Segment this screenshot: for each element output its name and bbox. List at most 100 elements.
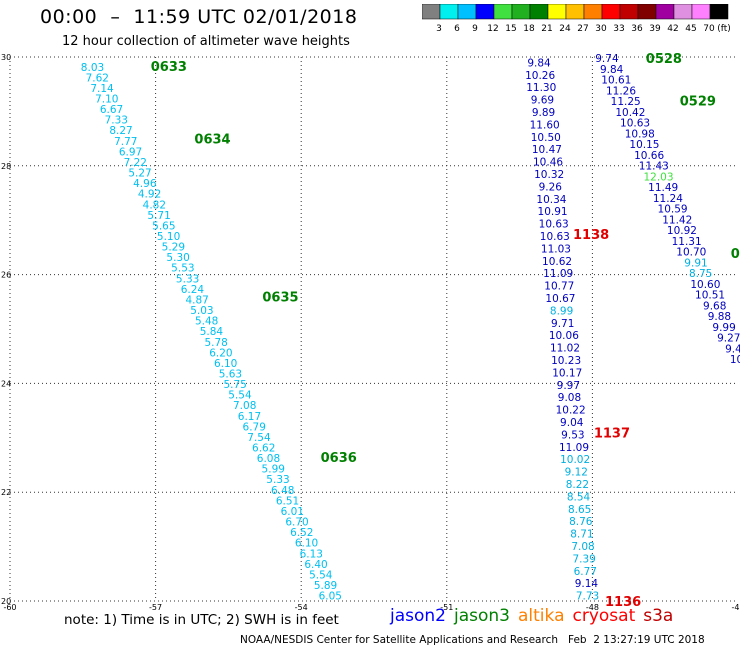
wave-height-value: 10.63 bbox=[540, 231, 570, 243]
colorbar-label: 42 bbox=[667, 24, 678, 34]
legend-entry-s3a: s3a bbox=[643, 606, 674, 626]
wave-height-value: 9.99 bbox=[712, 322, 735, 334]
wave-height-value: 6.05 bbox=[319, 591, 342, 603]
lon-tick-label: -60 bbox=[3, 603, 16, 612]
wave-height-value: 11.49 bbox=[648, 182, 678, 194]
wave-height-value: 10.17 bbox=[552, 367, 582, 379]
wave-height-value: 9.69 bbox=[531, 95, 554, 107]
wave-height-value: 6.13 bbox=[300, 548, 323, 560]
wave-height-value: 6.17 bbox=[238, 411, 261, 423]
wave-height-value: 5.29 bbox=[162, 242, 185, 254]
wave-height-value: 7.08 bbox=[233, 400, 256, 412]
wave-height-value: 8.76 bbox=[569, 516, 593, 528]
wave-height-value: 5.33 bbox=[266, 474, 289, 486]
wave-height-value: 5.63 bbox=[219, 368, 242, 380]
wave-height-value: 4.82 bbox=[143, 199, 166, 211]
pass-time-label: 0635 bbox=[262, 290, 298, 305]
wave-height-value: 11.03 bbox=[541, 243, 571, 255]
wave-height-value: 8.75 bbox=[689, 268, 712, 280]
colorbar-label: 70 bbox=[703, 24, 715, 34]
pass-time-label: 0634 bbox=[194, 133, 230, 148]
wave-height-value: 10.51 bbox=[695, 290, 725, 302]
lat-tick-label: 22 bbox=[1, 488, 11, 497]
pass-time-label: 1137 bbox=[594, 426, 630, 441]
wave-height-value: 5.54 bbox=[309, 569, 333, 581]
pass-time-label: 1138 bbox=[573, 228, 609, 243]
wave-height-value: 7.33 bbox=[105, 115, 128, 127]
footer-credit: NOAA/NESDIS Center for Satellite Applica… bbox=[240, 634, 705, 646]
colorbar-label: 36 bbox=[631, 24, 643, 34]
wave-height-value: 10.59 bbox=[658, 204, 688, 216]
wave-height-value: 9.68 bbox=[703, 300, 726, 312]
wave-height-value: 10.66 bbox=[634, 150, 664, 162]
wave-height-value: 7.54 bbox=[247, 432, 271, 444]
wave-height-value: 11.24 bbox=[653, 193, 683, 205]
wave-height-value: 7.08 bbox=[571, 541, 594, 553]
wave-height-value: 11.02 bbox=[550, 343, 580, 355]
wave-height-value: 10.46 bbox=[533, 157, 563, 169]
wave-height-value: 9.4 bbox=[725, 343, 740, 355]
colorbar-label: 15 bbox=[505, 24, 516, 34]
wave-height-value: 6.97 bbox=[119, 146, 142, 158]
pass-time-label: 1136 bbox=[605, 595, 641, 610]
wave-height-value: 5.99 bbox=[262, 464, 285, 476]
legend-entry-altika: altika bbox=[518, 606, 565, 626]
colorbar-label: 27 bbox=[577, 24, 588, 34]
wave-height-value: 9.14 bbox=[575, 578, 599, 590]
pass-time-label: 0636 bbox=[321, 451, 357, 466]
lat-tick-label: 20 bbox=[1, 597, 11, 606]
colorbar-label: 6 bbox=[454, 24, 460, 34]
wave-height-value: 5.71 bbox=[147, 210, 170, 222]
map-subtitle: 12 hour collection of altimeter wave hei… bbox=[62, 34, 350, 49]
wave-height-value: 8.22 bbox=[566, 479, 589, 491]
wave-height-value: 10.26 bbox=[525, 70, 555, 82]
wave-height-value: 9.27 bbox=[717, 333, 740, 345]
pass-time-label: 0633 bbox=[151, 60, 187, 75]
wave-height-value: 10.63 bbox=[539, 219, 569, 231]
wave-height-value: 8.54 bbox=[567, 491, 591, 503]
wave-height-value: 6.51 bbox=[276, 495, 299, 507]
footer-note: note: 1) Time is in UTC; 2) SWH is in fe… bbox=[64, 612, 339, 628]
wave-height-value: 9.84 bbox=[527, 57, 551, 69]
wave-height-value: 9.26 bbox=[539, 181, 563, 193]
wave-height-value: 10.61 bbox=[601, 75, 631, 87]
colorbar-label: 39 bbox=[649, 24, 661, 34]
wave-height-value: 6.62 bbox=[252, 443, 275, 455]
wave-height-value: 6.79 bbox=[243, 421, 266, 433]
wave-height-value: 7.22 bbox=[124, 157, 147, 169]
wave-height-value: 11.60 bbox=[530, 119, 560, 131]
lon-tick-label: -51 bbox=[440, 603, 453, 612]
wave-height-value: 10.22 bbox=[556, 405, 586, 417]
wave-height-value: 9.97 bbox=[557, 380, 580, 392]
wave-height-value: 10.70 bbox=[676, 247, 706, 259]
wave-height-value: 10.23 bbox=[551, 355, 581, 367]
wave-height-value: 12.03 bbox=[643, 171, 673, 183]
wave-height-value: 6.48 bbox=[271, 485, 294, 497]
wave-height-value: 7.39 bbox=[572, 553, 595, 565]
wave-height-value: 11.09 bbox=[559, 442, 589, 454]
legend-entry-cryosat: cryosat bbox=[572, 606, 636, 626]
wave-height-value: 10.15 bbox=[629, 139, 659, 151]
wave-height-value: 8.03 bbox=[81, 62, 104, 74]
wave-height-value: 9.08 bbox=[558, 392, 581, 404]
colorbar-label: 45 bbox=[685, 24, 696, 34]
wave-height-value: 10.34 bbox=[536, 194, 566, 206]
wave-height-value: 7.14 bbox=[90, 83, 114, 95]
wave-height-value: 10.77 bbox=[544, 281, 574, 293]
wave-height-value: 9.84 bbox=[600, 64, 624, 76]
wave-height-value: 9.91 bbox=[684, 257, 707, 269]
wave-height-value: 10.60 bbox=[690, 279, 720, 291]
lon-tick-label: -45 bbox=[731, 603, 740, 612]
wave-height-value: 9.12 bbox=[565, 467, 588, 479]
legend-entry-jason2: jason2 bbox=[390, 606, 446, 626]
colorbar-swatch bbox=[709, 4, 729, 20]
wave-height-value: 8.99 bbox=[550, 305, 573, 317]
wave-height-value: 5.78 bbox=[204, 337, 227, 349]
wave-height-value: 8.27 bbox=[109, 125, 132, 137]
wave-height-value: 10.32 bbox=[534, 169, 564, 181]
colorbar-label: 18 bbox=[523, 24, 535, 34]
colorbar-unit: (ft) bbox=[717, 24, 731, 34]
wave-height-value: 6.08 bbox=[257, 453, 280, 465]
wave-height-value: 9.53 bbox=[561, 429, 584, 441]
